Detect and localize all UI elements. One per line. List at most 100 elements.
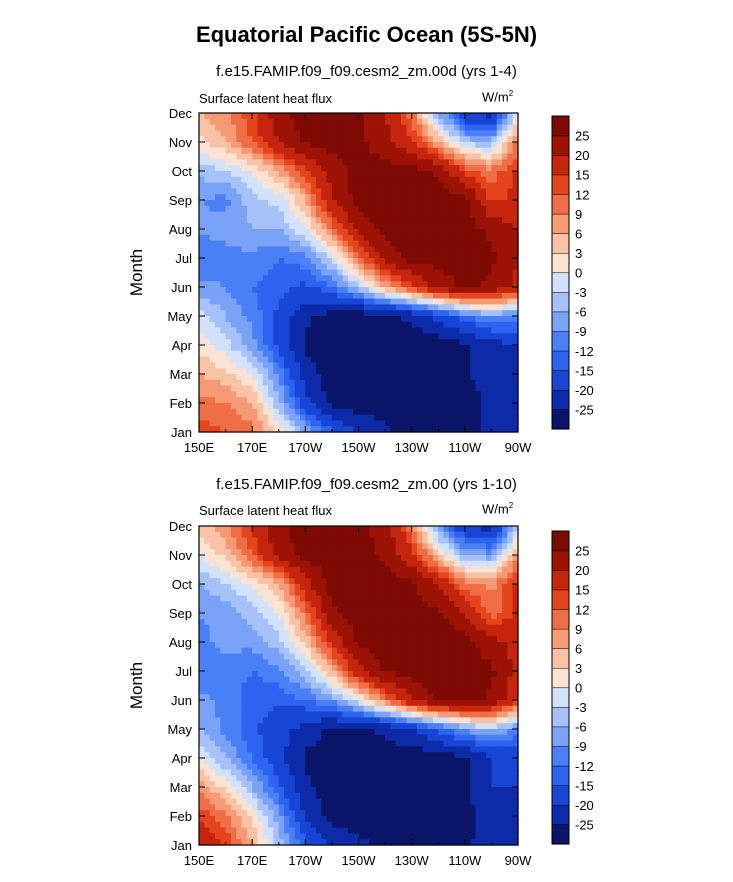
heatmap-cell <box>486 647 493 655</box>
heatmap-cell <box>225 350 232 358</box>
heatmap-cell <box>252 292 259 300</box>
heatmap-cell <box>220 653 227 660</box>
heatmap-cell <box>395 537 402 544</box>
heatmap-cell <box>443 595 450 602</box>
heatmap-cell <box>475 333 482 340</box>
heatmap-cell <box>268 350 275 358</box>
heatmap-cell <box>337 298 344 305</box>
heatmap-cell <box>347 618 354 626</box>
heatmap-cell <box>507 310 514 317</box>
heatmap-cell <box>252 153 259 160</box>
heatmap-cell <box>342 229 349 236</box>
heatmap-cell <box>204 676 211 684</box>
heatmap-cell <box>321 229 328 236</box>
heatmap-cell <box>246 263 253 271</box>
heatmap-cell <box>443 403 450 410</box>
heatmap-cell <box>454 613 461 620</box>
heatmap-cell <box>454 362 461 369</box>
heatmap-cell <box>406 345 413 352</box>
heatmap-cell <box>363 537 370 544</box>
heatmap-cell <box>342 113 349 120</box>
heatmap-cell <box>475 153 482 160</box>
heatmap-cell <box>199 113 205 120</box>
heatmap-cell <box>448 408 455 416</box>
heatmap-cell <box>475 420 482 427</box>
heatmap-cell <box>480 543 487 550</box>
heatmap-cell <box>369 205 376 213</box>
heatmap-cell <box>353 584 360 591</box>
heatmap-cell <box>246 240 253 247</box>
heatmap-cell <box>347 147 354 155</box>
heatmap-cell <box>443 234 450 242</box>
heatmap-cell <box>422 414 429 421</box>
heatmap-cell <box>502 217 508 224</box>
heatmap-cell <box>363 526 370 533</box>
heatmap-cell <box>199 263 205 271</box>
heatmap-cell <box>470 327 477 334</box>
heatmap-cell <box>385 113 391 120</box>
heatmap-cell <box>321 350 328 358</box>
heatmap-cell <box>294 526 301 533</box>
heatmap-cell <box>289 584 296 591</box>
heatmap-cell <box>315 426 322 433</box>
heatmap-cell <box>199 414 205 421</box>
heatmap-cell <box>300 211 306 218</box>
heatmap-cell <box>480 113 487 120</box>
heatmap-cell <box>315 211 322 218</box>
heatmap-cell <box>268 310 275 317</box>
heatmap-cell <box>464 171 471 178</box>
heatmap-cell <box>300 223 306 230</box>
heatmap-cell <box>310 618 317 626</box>
heatmap-cell <box>199 316 205 323</box>
heatmap-cell <box>310 397 317 404</box>
heatmap-cell <box>214 537 221 544</box>
heatmap-cell <box>486 200 493 207</box>
heatmap-cell <box>411 671 418 678</box>
heatmap-cell <box>204 147 211 155</box>
heatmap-cell <box>310 205 317 213</box>
heatmap-cell <box>337 414 344 421</box>
heatmap-cell <box>464 304 471 311</box>
heatmap-cell <box>411 618 418 626</box>
heatmap-cell <box>507 642 514 649</box>
heatmap-cell <box>422 171 429 178</box>
heatmap-cell <box>385 194 391 201</box>
heatmap-cell <box>294 124 301 131</box>
heatmap-cell <box>278 113 285 120</box>
heatmap-cell <box>268 281 275 288</box>
heatmap-cell <box>491 171 498 178</box>
heatmap-cell <box>220 537 227 544</box>
heatmap-cell <box>257 618 264 626</box>
heatmap-cell <box>273 345 280 352</box>
heatmap-cell <box>459 566 466 573</box>
heatmap-cell <box>374 240 381 247</box>
heatmap-cell <box>310 182 317 189</box>
y-tick-label: Nov <box>169 135 193 150</box>
heatmap-cell <box>204 298 211 305</box>
heatmap-cell <box>342 316 349 323</box>
heatmap-cell <box>459 659 466 666</box>
heatmap-cell <box>347 560 354 568</box>
heatmap-cell <box>273 601 280 608</box>
heatmap-cell <box>337 618 344 626</box>
heatmap-cell <box>278 298 285 305</box>
heatmap-cell <box>480 240 487 247</box>
heatmap-cell <box>262 356 269 363</box>
heatmap-cell <box>326 165 333 172</box>
heatmap-cell <box>246 246 253 253</box>
heatmap-cell <box>390 368 397 375</box>
heatmap-cell <box>326 113 333 120</box>
heatmap-cell <box>385 229 391 236</box>
heatmap-cell <box>512 321 519 329</box>
heatmap-cell <box>257 130 264 137</box>
heatmap-cell <box>246 624 253 631</box>
heatmap-cell <box>347 333 354 340</box>
heatmap-cell <box>326 142 333 149</box>
heatmap-cell <box>379 368 386 375</box>
heatmap-cell <box>294 182 301 189</box>
heatmap-cell <box>401 624 407 631</box>
heatmap-cell <box>284 426 290 433</box>
heatmap-cell <box>315 584 322 591</box>
heatmap-cell <box>220 298 227 305</box>
heatmap-cell <box>395 543 402 550</box>
